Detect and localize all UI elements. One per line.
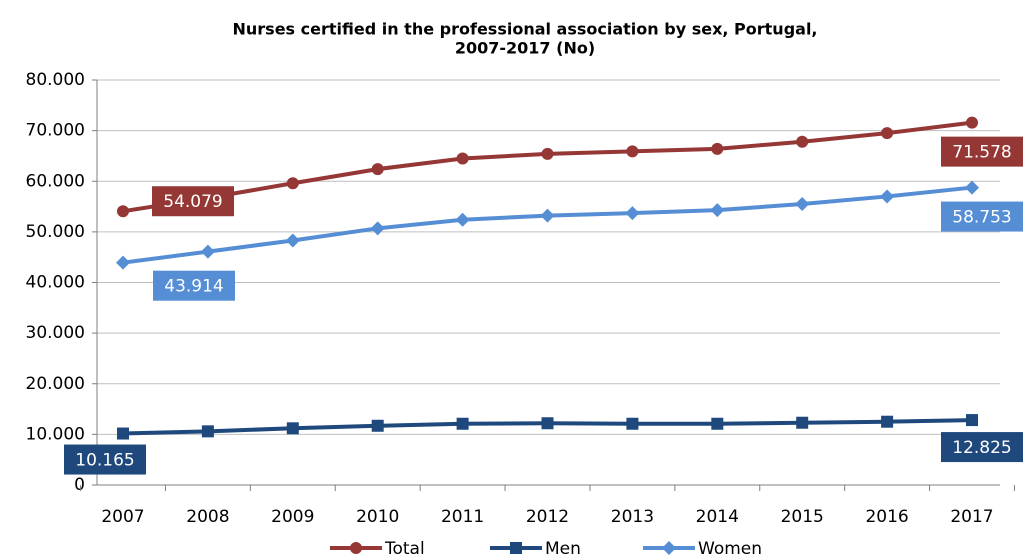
- data-label-box: [941, 136, 1023, 167]
- marker: [711, 417, 724, 430]
- marker: [796, 416, 809, 429]
- marker: [540, 208, 555, 223]
- marker: [880, 189, 895, 204]
- x-tick-label: 2017: [950, 507, 993, 527]
- x-tick-label: 2015: [781, 507, 824, 527]
- marker: [456, 152, 469, 165]
- marker: [510, 542, 522, 554]
- chart-title: Nurses certified in the professional ass…: [233, 20, 818, 39]
- marker: [541, 147, 554, 160]
- marker: [662, 541, 676, 555]
- marker: [881, 127, 894, 140]
- data-label: 54.079: [163, 192, 222, 212]
- x-tick-label: 2011: [441, 507, 484, 527]
- marker: [286, 177, 299, 190]
- marker: [966, 116, 978, 129]
- marker: [456, 417, 469, 430]
- marker: [711, 142, 724, 155]
- marker: [966, 414, 978, 427]
- marker: [350, 542, 362, 554]
- y-tick-label: 20.000: [26, 374, 85, 394]
- legend-label: Men: [545, 539, 581, 559]
- x-tick-label: 2012: [526, 507, 569, 527]
- marker: [116, 255, 130, 270]
- data-label-box: [941, 201, 1023, 232]
- marker: [881, 415, 894, 428]
- marker: [201, 425, 214, 438]
- x-tick-label: 2016: [865, 507, 908, 527]
- data-label: 10.165: [75, 451, 134, 471]
- series-line: [122, 185, 973, 265]
- chart-subtitle: 2007-2017 (No): [455, 39, 595, 58]
- data-label: 71.578: [952, 143, 1011, 163]
- legend-label: Women: [698, 539, 762, 559]
- marker: [626, 417, 639, 430]
- data-label-box: [153, 270, 235, 301]
- marker: [796, 135, 809, 148]
- y-tick-label: 80.000: [26, 70, 85, 90]
- y-tick-label: 0: [74, 475, 85, 495]
- x-tick-label: 2009: [271, 507, 314, 527]
- series-line: [122, 120, 973, 214]
- data-label: 43.914: [164, 277, 223, 297]
- y-tick-label: 40.000: [26, 273, 85, 293]
- x-tick-label: 2010: [356, 507, 399, 527]
- x-tick-label: 2007: [101, 507, 144, 527]
- marker: [285, 233, 300, 248]
- y-tick-label: 50.000: [26, 222, 85, 242]
- data-label: 12.825: [952, 438, 1011, 458]
- marker: [795, 197, 810, 212]
- marker: [455, 212, 470, 227]
- marker: [371, 163, 384, 176]
- y-tick-label: 60.000: [26, 171, 85, 191]
- marker: [541, 417, 554, 430]
- y-tick-label: 70.000: [26, 121, 85, 141]
- x-tick-label: 2013: [611, 507, 654, 527]
- marker: [370, 221, 385, 236]
- data-label: 58.753: [952, 208, 1011, 228]
- legend-label: Total: [384, 539, 425, 559]
- marker: [965, 180, 979, 195]
- data-label-box: [152, 186, 234, 217]
- marker: [625, 206, 640, 221]
- marker: [626, 145, 639, 158]
- marker: [117, 427, 129, 440]
- marker: [200, 244, 215, 259]
- x-tick-label: 2008: [186, 507, 229, 527]
- marker: [286, 422, 299, 435]
- data-label-box: [64, 444, 146, 475]
- data-label-box: [941, 432, 1023, 463]
- y-tick-label: 10.000: [26, 424, 85, 444]
- x-tick-label: 2014: [696, 507, 739, 527]
- y-tick-label: 30.000: [26, 323, 85, 343]
- marker: [710, 203, 725, 218]
- marker: [371, 419, 384, 432]
- marker: [117, 205, 129, 218]
